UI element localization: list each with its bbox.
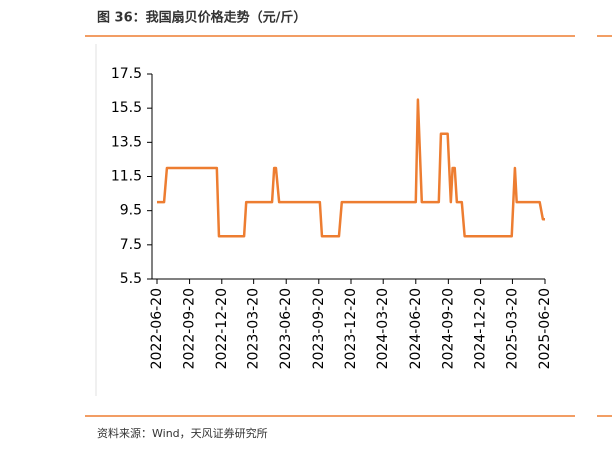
x-tick-label: 2023-09-20 <box>311 288 327 369</box>
x-tick-label: 2022-12-20 <box>214 288 230 369</box>
x-tick-label: 2023-03-20 <box>246 288 262 369</box>
x-tick-label: 2025-03-20 <box>504 288 520 369</box>
y-tick-label: 7.5 <box>120 237 142 253</box>
x-tick-label: 2023-06-20 <box>278 288 294 369</box>
chart-title: 图 36：我国扇贝价格走势（元/斤） <box>97 10 306 26</box>
y-tick-label: 13.5 <box>111 134 142 150</box>
source-note: 资料来源：Wind，天风证券研究所 <box>97 426 268 440</box>
y-tick-label: 17.5 <box>111 66 142 82</box>
y-tick-label: 5.5 <box>120 271 142 287</box>
x-tick-label: 2023-12-20 <box>343 288 359 369</box>
x-tick-label: 2025-06-20 <box>537 288 553 369</box>
y-tick-label: 9.5 <box>120 203 142 219</box>
y-tick-label: 11.5 <box>111 169 142 185</box>
x-tick-label: 2024-09-20 <box>440 288 456 369</box>
x-tick-label: 2022-09-20 <box>182 288 198 369</box>
x-tick-label: 2024-03-20 <box>375 288 391 369</box>
x-tick-label: 2024-06-20 <box>408 288 424 369</box>
x-tick-label: 2022-06-20 <box>149 288 165 369</box>
line <box>157 98 545 238</box>
y-tick-label: 15.5 <box>111 100 142 116</box>
x-tick-label: 2024-12-20 <box>473 288 489 369</box>
